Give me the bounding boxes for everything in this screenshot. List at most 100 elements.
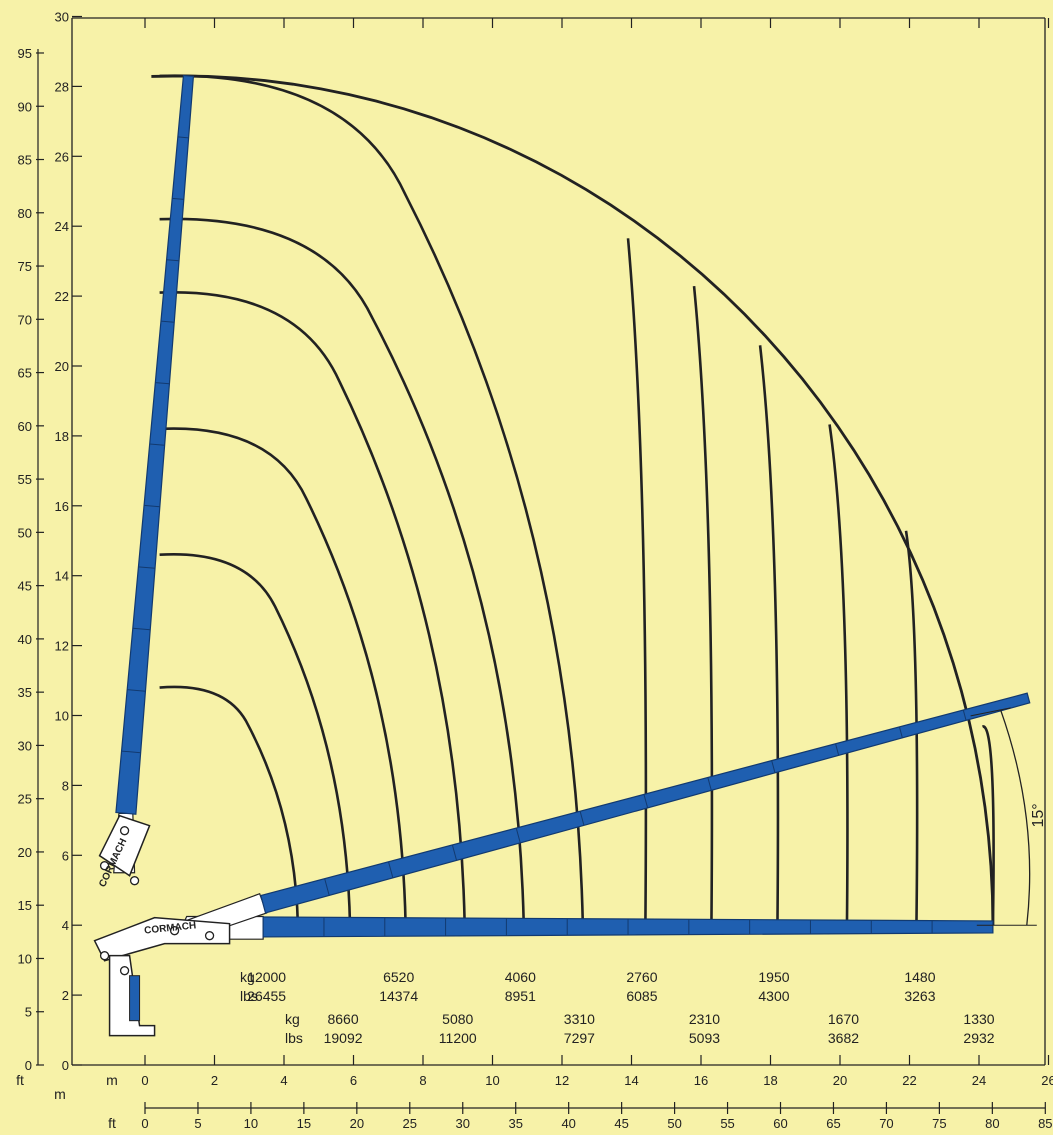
left-ft-tick-label: 35 [18, 685, 32, 700]
bottom-ft-tick-label: 40 [561, 1116, 575, 1130]
upper-load-lbs-value: 14374 [379, 988, 418, 1004]
lower-load-lbs-unit: lbs [285, 1030, 303, 1046]
bottom-ft-unit-label: ft [108, 1115, 116, 1130]
upper-load-kg-value: 1950 [758, 969, 789, 985]
angle-boom-line [970, 707, 1011, 717]
lower-load-lbs-value: 5093 [689, 1030, 720, 1046]
upper-load-kg-value: 1480 [904, 969, 935, 985]
upper-load-kg-value: 12000 [247, 969, 286, 985]
left-m-tick-label: 2 [62, 988, 69, 1003]
tilted-boom-joint [835, 743, 840, 756]
lower-load-lbs-value: 2932 [963, 1030, 994, 1046]
upper-load-kg-value: 4060 [505, 969, 536, 985]
vertical-boom-joint [138, 566, 156, 569]
crane-pin [119, 826, 130, 836]
left-ft-tick-label: 55 [18, 472, 32, 487]
left-m-tick-label: 8 [62, 778, 69, 793]
upper-load-lbs-unit: lbs [240, 988, 258, 1004]
upper-load-lbs-value: 8951 [505, 988, 536, 1004]
tilted-boom-joint [515, 827, 521, 844]
crane-pin [99, 861, 110, 871]
crane-pin [99, 951, 110, 961]
vertical-boom-joint [127, 689, 146, 692]
left-m-tick-label: 24 [55, 219, 69, 234]
left-ft-tick-label: 75 [18, 259, 32, 274]
crane-arm-lower [93, 916, 231, 962]
left-m-unit-label: m [54, 1086, 66, 1102]
left-ft-tick-label: 50 [18, 525, 32, 540]
bottom-ft-tick-label: 20 [350, 1116, 364, 1130]
crane-pin [129, 876, 140, 886]
left-ft-tick-label: 10 [18, 951, 32, 966]
bottom-m-tick-label: 14 [624, 1073, 638, 1088]
crane-pin [204, 931, 215, 941]
left-ft-tick-label: 40 [18, 632, 32, 647]
envelope-curve [159, 74, 585, 926]
tilted-boom-joint [898, 726, 903, 738]
left-m-tick-label: 20 [55, 359, 69, 374]
left-ft-tick-label: 65 [18, 366, 32, 381]
lower-load-kg-value: 8660 [327, 1011, 358, 1027]
upper-load-lbs-value: 26455 [247, 988, 286, 1004]
bottom-ft-tick-label: 0 [141, 1116, 148, 1130]
envelope-curve [159, 217, 526, 926]
vertical-boom-joint [155, 382, 170, 385]
bottom-m-tick-label: 22 [902, 1073, 916, 1088]
bottom-m-tick-label: 12 [555, 1073, 569, 1088]
left-ft-tick-label: 60 [18, 419, 32, 434]
bottom-ft-tick-label: 75 [932, 1116, 946, 1130]
tilted-boom-joint [962, 709, 967, 721]
bottom-m-tick-label: 2 [211, 1073, 218, 1088]
bottom-m-tick-label: 24 [972, 1073, 986, 1088]
angle-arc [1000, 709, 1031, 926]
left-ft-tick-label: 90 [18, 99, 32, 114]
crane-ram [129, 975, 141, 1022]
brand-logo-lower: CORMACH [144, 920, 197, 936]
lower-load-kg-unit: kg [285, 1011, 300, 1027]
vertical-boom-joint [149, 443, 165, 446]
bottom-ft-tick-label: 65 [826, 1116, 840, 1130]
tilted-boom-joint [388, 861, 394, 879]
envelope-curve [159, 552, 352, 926]
left-m-tick-label: 12 [55, 639, 69, 654]
vertical-boom-joint [177, 136, 189, 139]
envelope-curve [626, 238, 648, 926]
left-m-tick-label: 4 [62, 918, 69, 933]
lower-load-kg-value: 5080 [442, 1011, 473, 1027]
upper-load-lbs-value: 3263 [904, 988, 935, 1004]
bottom-ft-tick-label: 5 [194, 1116, 201, 1130]
bottom-ft-tick-label: 80 [985, 1116, 999, 1130]
vertical-boom-joint [160, 320, 175, 323]
crane-pin [119, 966, 130, 976]
bottom-m-tick-label: 16 [694, 1073, 708, 1088]
lower-load-lbs-value: 19092 [324, 1030, 363, 1046]
bottom-m-tick-label: 20 [833, 1073, 847, 1088]
bottom-ft-tick-label: 45 [614, 1116, 628, 1130]
left-m-tick-label: 30 [55, 10, 69, 25]
tilted-boom-joint [579, 811, 585, 826]
bottom-m-unit-label: m [106, 1072, 118, 1088]
bottom-m-tick-label: 18 [763, 1073, 777, 1088]
lower-load-lbs-value: 3682 [828, 1030, 859, 1046]
bottom-ft-tick-label: 25 [403, 1116, 417, 1130]
bottom-ft-tick-label: 50 [667, 1116, 681, 1130]
left-m-tick-label: 0 [62, 1058, 69, 1073]
left-ft-tick-label: 80 [18, 206, 32, 221]
left-ft-tick-label: 0 [25, 1058, 32, 1073]
vertical-boom-joint [144, 504, 160, 508]
tilted-boom-joint [707, 777, 712, 791]
left-m-tick-label: 18 [55, 429, 69, 444]
envelope-curve [828, 424, 849, 926]
lower-load-kg-value: 1670 [828, 1011, 859, 1027]
left-ft-tick-label: 70 [18, 312, 32, 327]
vertical-boom-joint [172, 197, 184, 200]
tilted-boom-joint [324, 878, 330, 896]
left-ft-unit-label: ft [16, 1072, 24, 1088]
upper-load-lbs-value: 4300 [758, 988, 789, 1004]
left-ft-tick-label: 25 [18, 792, 32, 807]
bottom-ft-tick-label: 85 [1038, 1116, 1052, 1130]
bottom-ft-tick-label: 60 [773, 1116, 787, 1130]
bottom-m-tick-label: 6 [350, 1073, 357, 1088]
vertical-boom-joint [121, 750, 141, 754]
crane-pin [169, 926, 180, 936]
